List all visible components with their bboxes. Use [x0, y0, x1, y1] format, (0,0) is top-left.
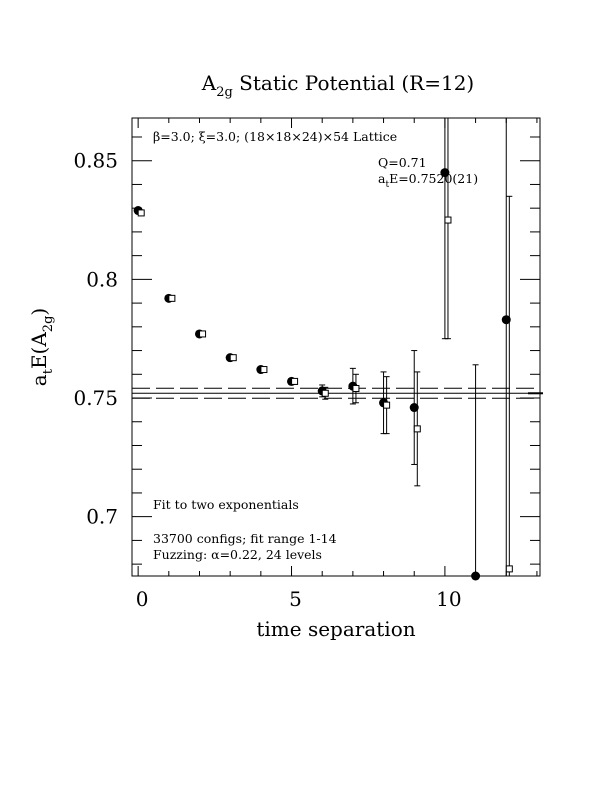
data-point	[409, 403, 419, 413]
data-point	[444, 216, 452, 224]
data-point	[137, 209, 145, 217]
y-axis-label: atE(A2g)	[27, 308, 56, 386]
x-tick-label: 10	[436, 587, 461, 611]
data-point	[471, 571, 481, 581]
energy-annotation: atE=0.7520(21)	[378, 171, 478, 190]
x-tick-label: 5	[289, 587, 302, 611]
y-tick-label: 0.75	[73, 386, 118, 410]
data-point	[199, 330, 207, 338]
chart-title: A2g Static Potential (R=12)	[201, 71, 474, 100]
x-tick-labels: 0 5 10	[136, 587, 462, 611]
data-point	[229, 354, 237, 362]
fit-lines	[132, 387, 543, 399]
y-tick-label: 0.85	[73, 149, 118, 173]
data-point	[501, 315, 511, 325]
data-point	[352, 385, 360, 393]
fit-annotation: Fit to two exponentials	[153, 497, 299, 512]
x-tick-label: 0	[136, 587, 149, 611]
q-annotation: Q=0.71	[378, 155, 427, 170]
lattice-annotation: β=3.0; ξ=3.0; (18×18×24)×54 Lattice	[153, 129, 397, 144]
data-points	[133, 118, 513, 581]
data-point	[383, 401, 391, 409]
y-tick-label: 0.7	[86, 505, 118, 529]
plot-frame	[131, 117, 541, 577]
y-tick-label: 0.8	[86, 267, 118, 291]
data-point	[505, 565, 513, 573]
data-point	[260, 366, 268, 374]
configs-annotation: 33700 configs; fit range 1-14	[153, 531, 337, 546]
x-axis-label: time separation	[256, 617, 415, 641]
data-point	[440, 168, 450, 178]
y-tick-labels: 0.7 0.75 0.8 0.85	[73, 149, 118, 529]
data-point	[168, 294, 176, 302]
data-point	[321, 389, 329, 397]
data-point	[291, 377, 299, 385]
fuzzing-annotation: Fuzzing: α=0.22, 24 levels	[153, 547, 322, 562]
data-point	[413, 425, 421, 433]
